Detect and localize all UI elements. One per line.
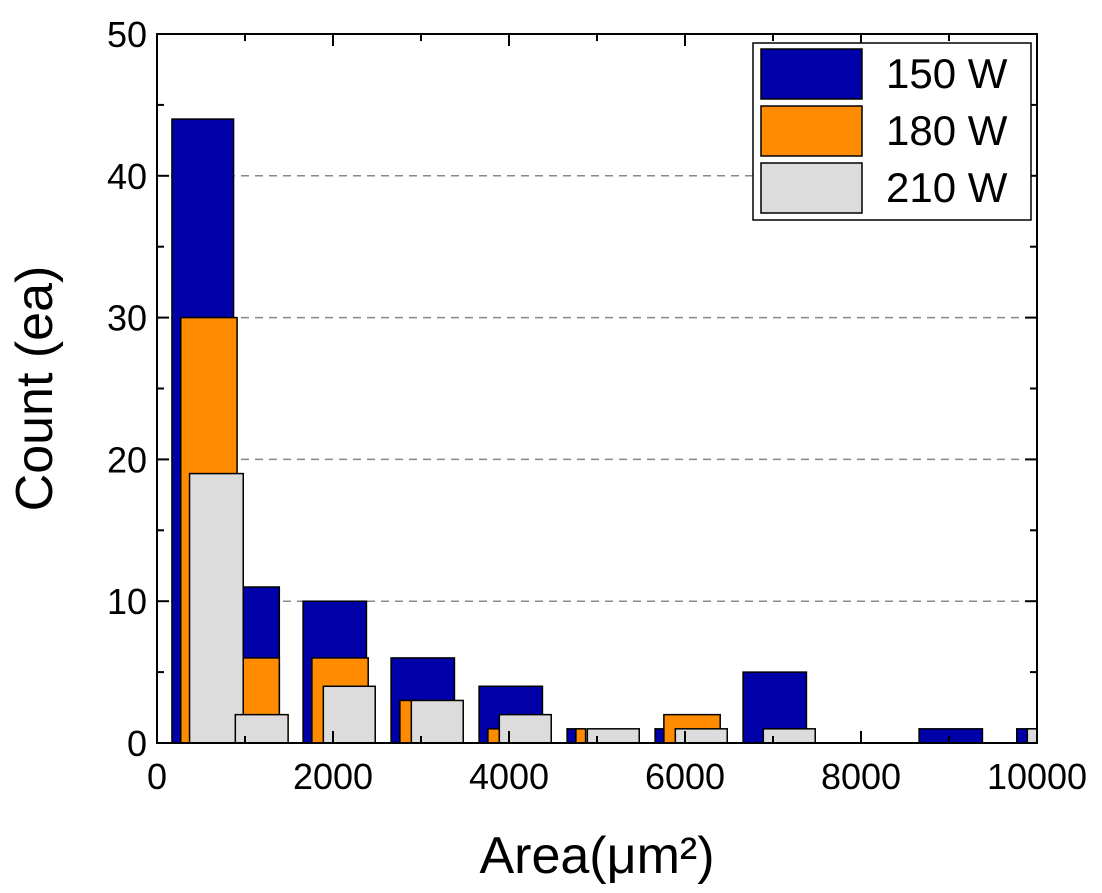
bar-series0-8 — [918, 728, 984, 744]
bar-series2-0 — [188, 472, 244, 744]
bar-series1-5 — [575, 728, 587, 744]
x-tick-label: 2000 — [293, 756, 373, 797]
legend-swatch — [760, 105, 863, 157]
axis-ticks: 0 2000 4000 6000 8000 10000 0 10 20 30 40 50 — [107, 14, 1087, 797]
legend-label: 150 W — [886, 50, 1008, 97]
bar-series2-3 — [410, 699, 464, 744]
x-tick-label: 6000 — [645, 756, 725, 797]
series-2 — [188, 472, 1038, 744]
legend-label: 180 W — [886, 107, 1008, 154]
x-axis-label: Area(μm²) — [479, 827, 714, 885]
y-axis-label: Count (ea) — [6, 266, 64, 512]
legend-label: 210 W — [886, 164, 1008, 211]
bar-series2-4 — [498, 713, 552, 744]
x-tick-label: 10000 — [987, 756, 1087, 797]
y-tick-label: 0 — [127, 723, 147, 764]
x-tick-label: 0 — [147, 756, 167, 797]
legend-swatch — [760, 162, 863, 214]
bar-series2-1 — [234, 713, 289, 744]
bar-series2-8 — [1026, 728, 1038, 744]
y-tick-label: 20 — [107, 439, 147, 480]
bar-series2-2 — [322, 685, 376, 744]
x-tick-label: 8000 — [821, 756, 901, 797]
bars — [171, 118, 1038, 744]
bar-series2-5 — [586, 728, 640, 744]
bar-series2-6 — [674, 728, 728, 744]
bar-series1-4 — [487, 728, 501, 744]
bar-series2-7 — [762, 728, 816, 744]
y-tick-label: 10 — [107, 581, 147, 622]
grid-lines — [157, 175, 1037, 602]
y-tick-label: 50 — [107, 14, 147, 55]
legend-swatch — [760, 48, 863, 100]
legend: 150 W 180 W 210 W — [752, 42, 1032, 221]
y-tick-label: 40 — [107, 156, 147, 197]
x-tick-label: 4000 — [469, 756, 549, 797]
y-tick-label: 30 — [107, 298, 147, 339]
